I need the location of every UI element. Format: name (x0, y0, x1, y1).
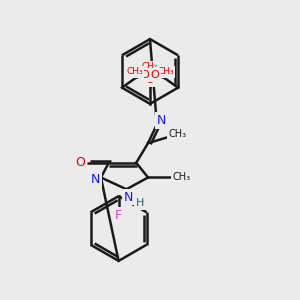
Text: CH₃: CH₃ (157, 68, 174, 76)
Text: O: O (146, 75, 154, 85)
Text: N: N (157, 114, 167, 127)
Text: O: O (151, 70, 159, 80)
Text: F: F (115, 209, 122, 222)
Text: CH₃: CH₃ (172, 172, 190, 182)
Text: O: O (75, 156, 85, 169)
Text: CH₃: CH₃ (126, 68, 143, 76)
Text: N: N (124, 190, 133, 204)
Text: H: H (136, 198, 144, 208)
Text: CH₃: CH₃ (168, 129, 187, 139)
Text: N: N (90, 173, 100, 186)
Text: CH₃: CH₃ (142, 62, 158, 71)
Text: O: O (141, 70, 149, 80)
